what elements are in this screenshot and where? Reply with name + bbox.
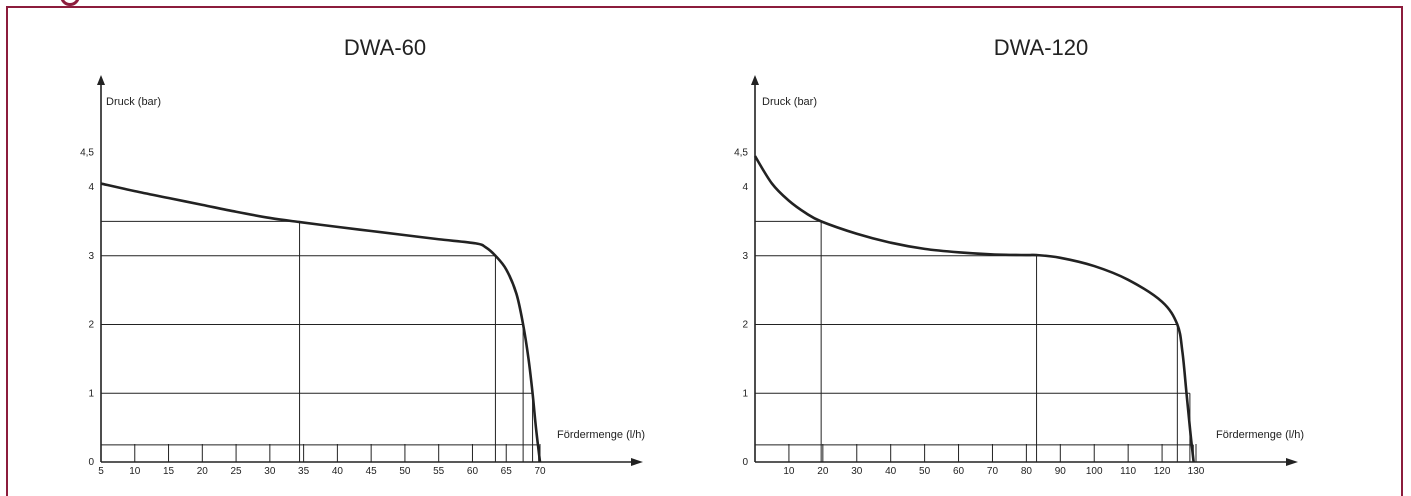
x-tick-label: 30 [851, 466, 863, 477]
x-tick-label: 120 [1154, 466, 1171, 477]
y-tick-label: 4 [88, 182, 94, 193]
x-tick-label: 45 [366, 466, 378, 477]
x-tick-label: 55 [433, 466, 445, 477]
y-tick-label: 1 [88, 388, 94, 399]
series-line [753, 155, 1195, 463]
x-tick-label: 65 [501, 466, 513, 477]
y-axis-label: Druck (bar) [106, 96, 161, 108]
y-tick-label: 0 [88, 457, 94, 468]
x-tick-label: 40 [332, 466, 344, 477]
y-tick-label: 3 [88, 251, 94, 262]
x-tick-label: 10 [783, 466, 795, 477]
chart-title: DWA-120 [994, 35, 1089, 60]
x-axis-label: Fördermenge (l/h) [557, 429, 645, 441]
x-tick-label: 80 [1021, 466, 1033, 477]
x-tick-label: 110 [1120, 466, 1136, 477]
chart-panel-1: DWA-60 Druck (bar) Fördermenge (l/h) 0 1 2 3 4 4… [80, 35, 645, 477]
x-tick-label: 70 [987, 466, 999, 477]
x-tick-label: 60 [467, 466, 479, 477]
x-tick-label: 50 [399, 466, 411, 477]
x-tick-label: 130 [1188, 466, 1205, 477]
y-tick-label: 3 [742, 251, 748, 262]
x-tick-label: 5 [98, 466, 104, 477]
x-tick-label: 10 [129, 466, 141, 477]
x-axis-label: Fördermenge (l/h) [1216, 429, 1304, 441]
chart-panel-2: DWA-120 Druck (bar) Fördermenge (l/h) 0 1 2 3 4… [734, 35, 1304, 477]
header-strip [0, 0, 1411, 6]
y-axis-arrow [751, 75, 759, 85]
x-tick-label: 90 [1055, 466, 1067, 477]
chart-title: DWA-60 [344, 35, 426, 60]
y-tick-label: 2 [742, 320, 748, 331]
y-tick-label: 4,5 [734, 148, 748, 159]
x-tick-label: 35 [298, 466, 310, 477]
x-tick-label: 15 [163, 466, 175, 477]
x-tick-label: 25 [231, 466, 243, 477]
y-tick-label: 4 [742, 182, 748, 193]
y-axis-arrow [97, 75, 105, 85]
x-tick-label: 20 [817, 466, 829, 477]
x-tick-label: 60 [953, 466, 965, 477]
x-axis-arrow [1286, 458, 1298, 466]
y-tick-label: 0 [742, 457, 748, 468]
y-tick-label: 4,5 [80, 148, 94, 159]
x-tick-label: 40 [885, 466, 897, 477]
x-axis-arrow [631, 458, 643, 466]
x-tick-label: 30 [264, 466, 276, 477]
y-axis-label: Druck (bar) [762, 96, 817, 108]
series-line [100, 182, 542, 463]
x-tick-label: 70 [534, 466, 546, 477]
y-tick-label: 1 [742, 388, 748, 399]
x-tick-label: 20 [197, 466, 209, 477]
y-tick-label: 2 [88, 320, 94, 331]
chart-frame [6, 6, 1403, 496]
x-tick-label: 50 [919, 466, 931, 477]
x-tick-label: 100 [1086, 466, 1103, 477]
